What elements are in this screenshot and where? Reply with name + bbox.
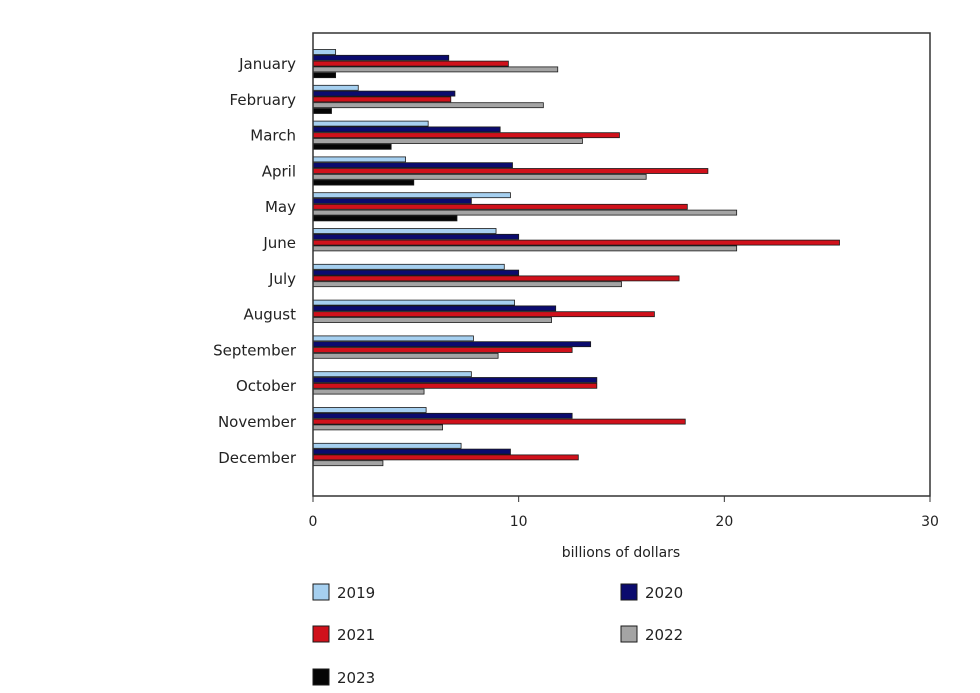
bar-december-2021 — [312, 454, 579, 461]
bar-november-2022 — [312, 424, 443, 431]
bar-january-2021 — [312, 60, 509, 67]
bar-april-2023 — [312, 179, 415, 186]
bar-december-2022 — [312, 460, 384, 467]
bar-december-2019 — [312, 442, 462, 449]
bar-october-2022 — [312, 388, 425, 395]
category-label-november: November — [218, 413, 297, 431]
category-label-january: January — [238, 55, 296, 73]
bar-march-2019 — [312, 120, 429, 127]
category-label-august: August — [244, 306, 297, 324]
bar-september-2021 — [312, 347, 573, 353]
legend-swatch-2021 — [312, 625, 330, 643]
legend-label-2022: 2022 — [645, 626, 683, 644]
bar-march-2023 — [312, 143, 392, 150]
bar-may-2021 — [312, 203, 688, 210]
bar-january-2022 — [312, 66, 559, 73]
bar-june-2019 — [312, 228, 497, 234]
legend-item-2019: 2019 — [312, 583, 375, 602]
legend-swatch-2019 — [312, 583, 330, 601]
legend-swatch-2023 — [312, 668, 330, 686]
x-axis-title: billions of dollars — [562, 545, 680, 561]
bar-layer — [312, 49, 840, 467]
bar-april-2019 — [312, 156, 406, 163]
bar-may-2022 — [312, 209, 738, 216]
bar-october-2020 — [312, 377, 598, 383]
category-label-december: December — [218, 449, 297, 467]
bar-october-2021 — [312, 382, 598, 389]
bar-july-2019 — [312, 263, 505, 270]
bar-february-2020 — [312, 90, 456, 97]
bar-june-2020 — [312, 233, 520, 240]
legend: 2019 2020 2021 2022 2023 — [312, 583, 683, 687]
bar-february-2019 — [312, 84, 359, 91]
bar-august-2019 — [312, 299, 515, 306]
category-label-may: May — [265, 198, 296, 216]
x-axis: 0 10 20 30 — [309, 496, 939, 530]
legend-swatch-2022 — [620, 625, 638, 643]
bar-june-2022 — [312, 245, 738, 252]
category-labels: January February March April May June July Augu… — [213, 55, 297, 467]
category-label-june: June — [262, 234, 296, 252]
bar-april-2022 — [312, 173, 647, 180]
bar-august-2022 — [312, 317, 552, 323]
bar-may-2020 — [312, 198, 472, 204]
category-label-april: April — [262, 162, 296, 180]
bar-november-2020 — [312, 412, 573, 419]
bar-august-2020 — [312, 305, 557, 312]
category-label-february: February — [230, 91, 297, 109]
bar-november-2019 — [312, 407, 427, 413]
bar-september-2022 — [312, 352, 499, 359]
legend-label-2021: 2021 — [337, 626, 375, 644]
bar-february-2021 — [312, 96, 452, 103]
legend-label-2020: 2020 — [645, 584, 683, 602]
legend-label-2019: 2019 — [337, 584, 375, 602]
bar-june-2021 — [312, 239, 840, 246]
bar-february-2022 — [312, 102, 544, 109]
legend-swatch-2020 — [620, 583, 638, 601]
legend-item-2020: 2020 — [620, 583, 683, 602]
category-label-july: July — [268, 270, 296, 288]
bar-october-2019 — [312, 371, 472, 378]
bar-march-2020 — [312, 126, 501, 133]
category-label-march: March — [250, 127, 296, 145]
bar-january-2023 — [312, 72, 337, 79]
category-label-september: September — [213, 341, 297, 359]
bar-september-2019 — [312, 335, 474, 342]
bar-february-2023 — [312, 108, 332, 114]
bar-july-2022 — [312, 281, 622, 288]
x-tick-label-0: 0 — [309, 514, 318, 530]
legend-item-2023: 2023 — [312, 668, 375, 687]
bar-may-2023 — [312, 215, 458, 222]
bar-january-2020 — [312, 54, 450, 61]
bar-april-2020 — [312, 162, 513, 169]
bar-december-2020 — [312, 448, 511, 455]
bar-november-2021 — [312, 418, 686, 425]
bar-july-2020 — [312, 269, 520, 276]
legend-item-2022: 2022 — [620, 625, 683, 644]
bar-august-2021 — [312, 311, 655, 318]
category-label-october: October — [236, 377, 297, 395]
bar-may-2019 — [312, 192, 511, 199]
legend-item-2021: 2021 — [312, 625, 375, 644]
bar-march-2022 — [312, 138, 583, 144]
plot-frame — [312, 32, 931, 497]
legend-label-2023: 2023 — [337, 669, 375, 687]
x-tick-label-30: 30 — [921, 514, 939, 530]
bar-march-2021 — [312, 132, 620, 139]
x-tick-label-20: 20 — [715, 514, 733, 530]
bar-january-2019 — [312, 49, 337, 55]
bar-april-2021 — [312, 168, 709, 174]
x-tick-label-10: 10 — [510, 514, 528, 530]
bar-july-2021 — [312, 275, 680, 282]
bar-september-2020 — [312, 341, 592, 348]
